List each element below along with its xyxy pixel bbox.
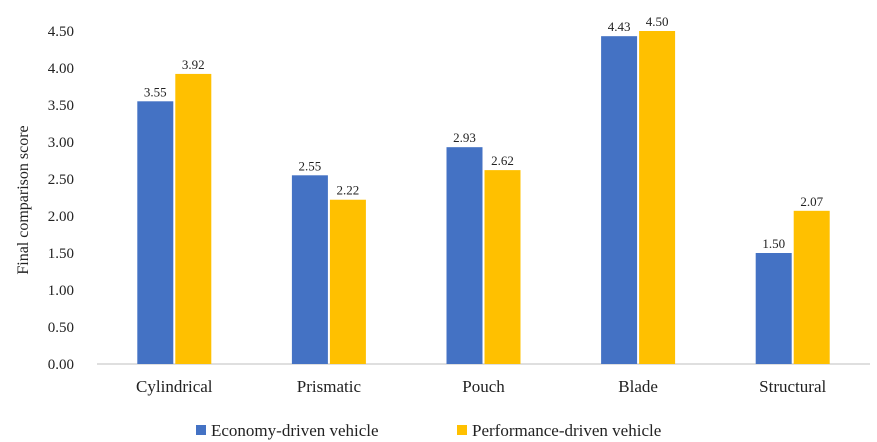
x-category-label: Prismatic (297, 377, 362, 396)
bar-performance-pouch (484, 170, 521, 364)
y-tick-label: 4.50 (48, 24, 74, 40)
bar-economy-prismatic (291, 175, 328, 364)
bar-data-label: 2.55 (299, 158, 322, 173)
bar-performance-prismatic (329, 199, 366, 364)
bar-data-label: 3.55 (144, 84, 167, 99)
x-category-label: Blade (618, 377, 658, 396)
y-tick-label: 1.50 (48, 246, 74, 262)
legend-swatch (457, 425, 467, 435)
y-tick-label: 3.50 (48, 98, 74, 114)
y-axis-title: Final comparison score (15, 125, 32, 274)
bar-economy-pouch (446, 147, 483, 364)
bar-economy-cylindrical (137, 101, 174, 365)
bar-performance-structural (793, 210, 830, 364)
x-category-label: Cylindrical (136, 377, 213, 396)
bar-economy-structural (755, 253, 792, 364)
legend-label: Performance-driven vehicle (472, 421, 661, 440)
bar-data-label: 3.92 (182, 57, 205, 72)
bar-data-label: 2.62 (491, 153, 514, 168)
y-tick-label: 2.50 (48, 172, 74, 188)
bar-data-label: 1.50 (762, 236, 785, 251)
bar-series (137, 31, 830, 365)
bar-data-label: 2.22 (337, 183, 360, 198)
x-axis-category-labels: Cylindrical Prismatic Pouch Blade Structural (136, 377, 826, 396)
bar-performance-blade (639, 31, 676, 364)
bar-data-label: 4.50 (646, 14, 669, 29)
y-tick-label: 2.00 (48, 209, 74, 225)
bar-performance-cylindrical (175, 73, 212, 365)
bar-economy-blade (601, 36, 638, 365)
y-tick-label: 0.50 (48, 320, 74, 336)
x-category-label: Structural (759, 377, 826, 396)
bar-data-label: 4.43 (608, 19, 631, 34)
bar-data-label: 2.93 (453, 130, 476, 145)
y-tick-label: 3.00 (48, 135, 74, 151)
y-tick-label: 0.00 (48, 357, 74, 373)
y-axis-ticks: 0.00 0.50 1.00 1.50 2.00 2.50 3.00 3.50 4.00 4.50 (48, 24, 74, 373)
legend-label: Economy-driven vehicle (211, 421, 379, 440)
x-category-label: Pouch (462, 377, 505, 396)
bar-data-label: 2.07 (800, 194, 823, 209)
y-tick-label: 4.00 (48, 61, 74, 77)
legend-swatch (196, 425, 206, 435)
legend: Economy-driven vehicle Performance-driven… (196, 421, 661, 440)
y-tick-label: 1.00 (48, 283, 74, 299)
data-labels: 3.55 3.92 2.55 2.22 2.93 2.62 4.43 4.50 1.50 2.07 (144, 14, 824, 251)
